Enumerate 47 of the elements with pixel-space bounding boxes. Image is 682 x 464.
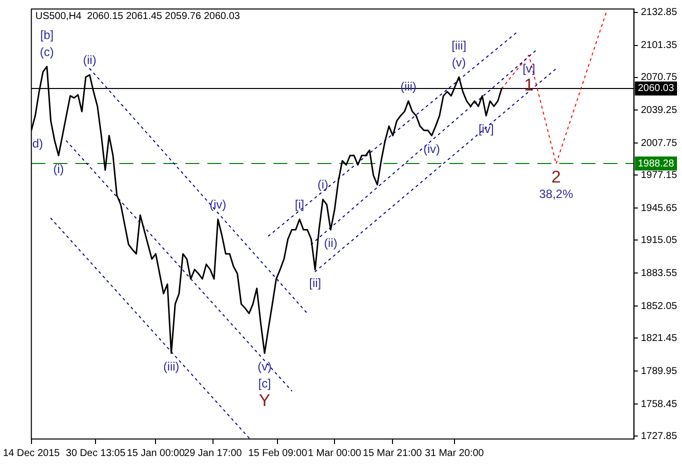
annotation: (c) bbox=[40, 44, 54, 59]
annotation: (iv) bbox=[210, 198, 226, 212]
x-tick-label: 15 Mar 21:00 bbox=[362, 448, 422, 459]
y-tick-label: 1821.45 bbox=[640, 332, 678, 344]
x-tick-label: 15 Feb 09:00 bbox=[248, 448, 308, 459]
annotation: (ii) bbox=[82, 53, 96, 68]
line-series bbox=[501, 10, 608, 164]
annotation: [c] bbox=[258, 376, 271, 391]
y-tick-label: 1915.05 bbox=[640, 234, 678, 246]
x-tick-label: 31 Mar 20:00 bbox=[424, 448, 484, 459]
annotation: [i] bbox=[294, 198, 304, 212]
annotation: 38,2% bbox=[539, 187, 574, 202]
annotation: [v] bbox=[522, 61, 536, 76]
y-tick-label: 1758.45 bbox=[640, 398, 678, 410]
y-tick-label: 2007.75 bbox=[640, 138, 678, 149]
y-tick-label: 2101.35 bbox=[640, 40, 678, 51]
x-tick-label: 29 Jan 17:00 bbox=[184, 448, 242, 459]
x-tick-label: 15 Jan 00:00 bbox=[126, 448, 186, 459]
y-tick-label: 1945.65 bbox=[640, 202, 678, 214]
annotation: (v) bbox=[452, 55, 466, 70]
annotation: (i) bbox=[318, 178, 328, 192]
annotation: (iii) bbox=[163, 360, 180, 374]
annotation: (v) bbox=[258, 360, 272, 374]
annotation: [iv] bbox=[478, 122, 494, 136]
annotation: Y bbox=[258, 390, 270, 410]
annotation: [b] bbox=[40, 28, 54, 42]
y-tick-label: 2070.75 bbox=[640, 72, 678, 84]
x-tick-label: 1 Mar 00:00 bbox=[308, 448, 362, 459]
ref-line-label: 2060.03 bbox=[638, 83, 674, 94]
y-tick-label: 2039.25 bbox=[640, 104, 678, 116]
y-tick-label: 1789.95 bbox=[640, 366, 678, 377]
y-tick-label: 1727.85 bbox=[640, 430, 678, 442]
x-tick-label: 30 Dec 13:05 bbox=[66, 448, 126, 459]
y-tick-label: 1883.55 bbox=[640, 268, 678, 279]
y-tick-label: 1852.05 bbox=[640, 300, 678, 312]
ref-line-label: 1988.28 bbox=[638, 158, 674, 170]
annotation: [iii] bbox=[452, 38, 466, 52]
annotation: d) bbox=[32, 136, 44, 151]
x-tick-label: 14 Dec 2015 bbox=[2, 448, 60, 459]
y-tick-label: 1977.15 bbox=[640, 170, 678, 181]
annotation: 2 bbox=[551, 168, 561, 187]
annotation: (i) bbox=[53, 162, 64, 176]
annotation: (ii) bbox=[324, 236, 338, 250]
annotation: (iv) bbox=[423, 142, 440, 156]
chart-title: US500,H4 2060.15 2061.45 2059.76 2060.03 bbox=[35, 10, 240, 22]
annotation: [ii] bbox=[309, 276, 322, 290]
y-tick-label: 2132.85 bbox=[640, 7, 678, 18]
